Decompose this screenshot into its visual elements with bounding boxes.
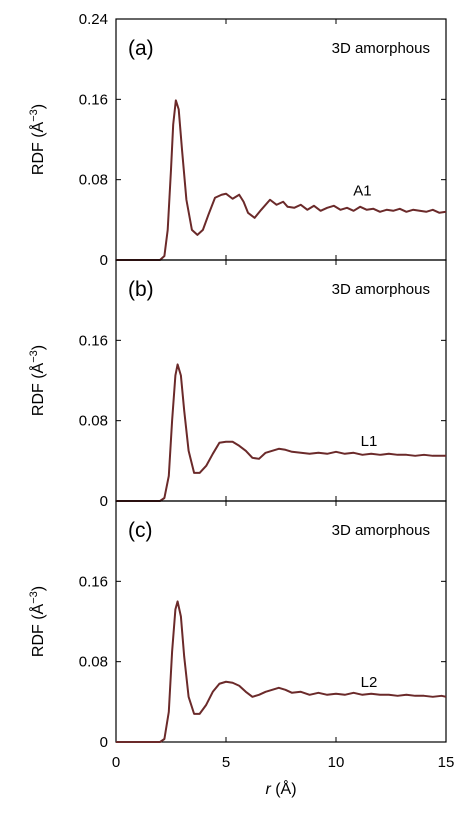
rdf-curve bbox=[116, 363, 446, 502]
y-tick-label: 0.08 bbox=[79, 172, 108, 189]
y-tick-label: 0 bbox=[100, 734, 108, 751]
y-tick-label: 0.16 bbox=[79, 91, 108, 108]
panel-letter: (a) bbox=[128, 37, 154, 60]
y-tick-label: 0.08 bbox=[79, 413, 108, 430]
y-axis-label: RDF (Å−3) bbox=[28, 104, 47, 175]
y-tick-label: 0.16 bbox=[79, 332, 108, 349]
y-axis-label-sup: −3 bbox=[28, 350, 40, 363]
y-axis-label-close: ) bbox=[30, 586, 47, 591]
x-tick-label: 15 bbox=[438, 754, 455, 771]
panel-note: 3D amorphous bbox=[332, 40, 430, 57]
y-axis-label: RDF (Å−3) bbox=[28, 345, 47, 416]
x-axis-label-unit: (Å) bbox=[275, 779, 296, 798]
x-tick-label: 5 bbox=[222, 754, 230, 771]
y-axis-label: RDF (Å−3) bbox=[28, 586, 47, 657]
panel-note: 3D amorphous bbox=[332, 281, 430, 298]
plot-frame bbox=[115, 500, 447, 743]
y-axis-label-main: RDF (Å bbox=[28, 603, 47, 657]
panel-2: 0 0.08 0.16 (c) 3D amorphous L2 RDF (Å−3) bbox=[28, 500, 447, 751]
x-tick-label: 0 bbox=[112, 754, 120, 771]
rdf-curve bbox=[116, 600, 447, 743]
y-tick-label: 0 bbox=[100, 252, 108, 269]
y-axis-label-main: RDF (Å bbox=[28, 121, 47, 175]
y-axis-label-close: ) bbox=[30, 345, 47, 350]
panel-1: 0 0.08 0.16 (b) 3D amorphous L1 RDF (Å−3) bbox=[28, 259, 447, 510]
x-axis-label-var: r bbox=[265, 781, 271, 798]
y-axis-label-close: ) bbox=[30, 104, 47, 109]
y-tick-label: 0.16 bbox=[79, 573, 108, 590]
series-label: L2 bbox=[361, 674, 378, 691]
y-tick-label: 0.08 bbox=[79, 654, 108, 671]
y-axis-label-sup: −3 bbox=[28, 109, 40, 122]
x-axis-label: r (Å) bbox=[265, 779, 296, 798]
y-axis-label-main: RDF (Å bbox=[28, 362, 47, 416]
series-label: L1 bbox=[361, 433, 378, 450]
panel-0: 0 0.08 0.16 0.24 (a) 3D amorphous A1 RDF (Å−3) bbox=[28, 11, 447, 269]
y-tick-label: 0.24 bbox=[79, 11, 108, 28]
panel-note: 3D amorphous bbox=[332, 522, 430, 539]
y-tick-label: 0 bbox=[100, 493, 108, 510]
y-axis-label-sup: −3 bbox=[28, 591, 40, 604]
rdf-curve bbox=[116, 99, 447, 261]
series-label: A1 bbox=[353, 183, 371, 200]
panel-letter: (b) bbox=[128, 278, 154, 301]
x-tick-label: 10 bbox=[328, 754, 345, 771]
panel-letter: (c) bbox=[128, 519, 153, 542]
